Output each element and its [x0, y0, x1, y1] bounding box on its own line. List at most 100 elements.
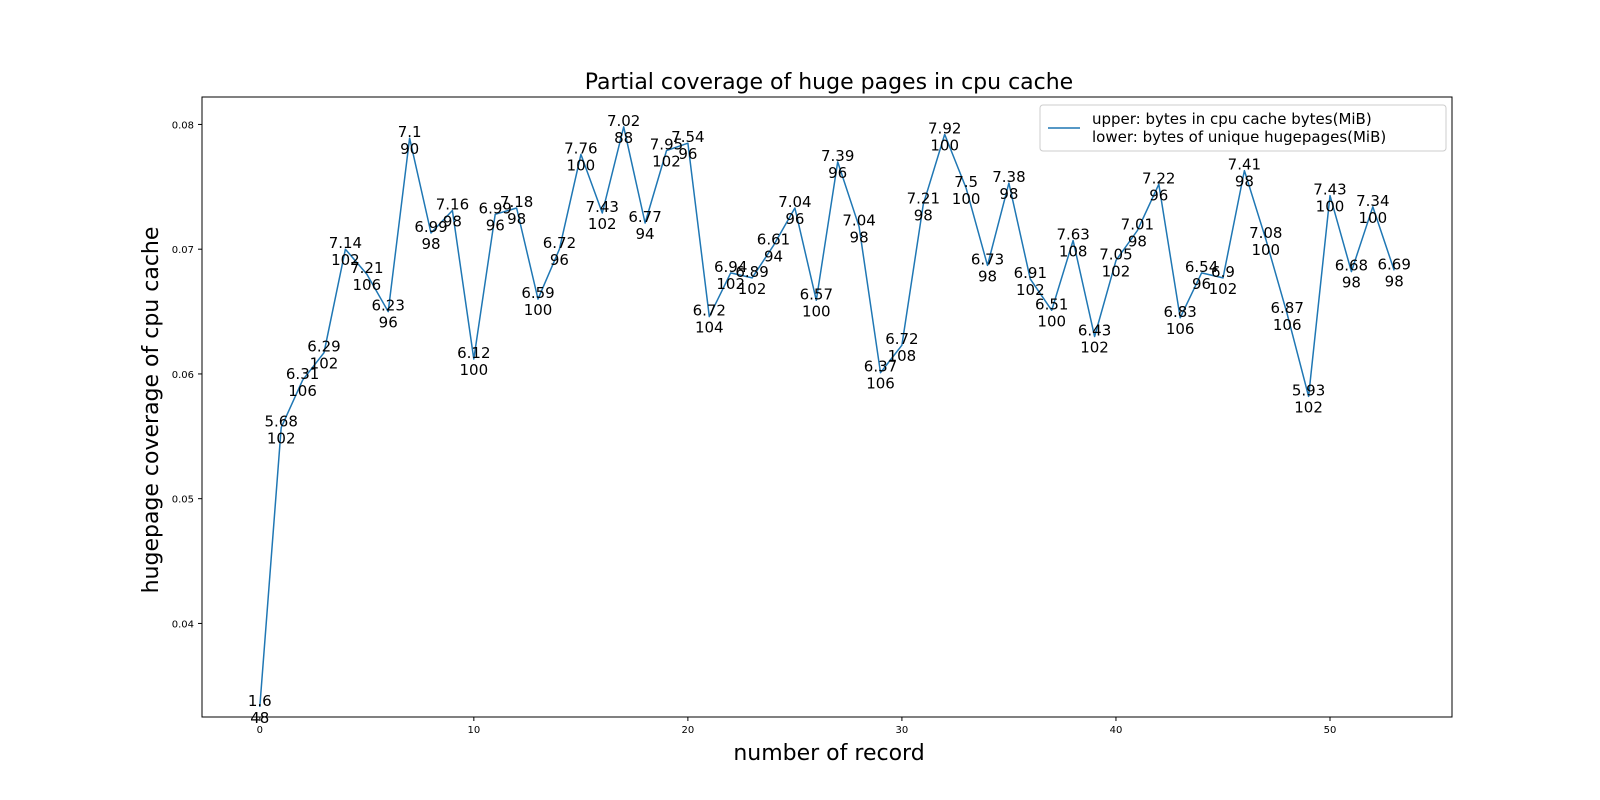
- series-line: [259, 126, 1395, 708]
- data-label-upper: 6.72: [885, 330, 918, 348]
- data-label-lower: 100: [524, 301, 553, 319]
- data-label-lower: 98: [1235, 173, 1254, 191]
- data-label-upper: 7.63: [1056, 225, 1089, 243]
- data-label-lower: 94: [764, 247, 783, 265]
- x-tick-label: 30: [896, 725, 909, 736]
- data-label-lower: 94: [636, 225, 655, 243]
- data-label-lower: 98: [850, 229, 869, 247]
- data-label-upper: 7.18: [500, 193, 533, 211]
- data-label-lower: 96: [550, 251, 569, 269]
- y-tick-label: 0.07: [172, 245, 194, 256]
- data-label-upper: 7.04: [842, 212, 875, 230]
- data-label-upper: 6.91: [1014, 264, 1047, 282]
- data-label-upper: 6.73: [971, 250, 1004, 268]
- data-label-lower: 90: [400, 140, 419, 158]
- data-label-upper: 7.39: [821, 147, 854, 165]
- legend: upper: bytes in cpu cache bytes(MiB) low…: [1039, 104, 1447, 152]
- data-label-lower: 98: [1342, 274, 1361, 292]
- y-tick-label: 0.08: [172, 120, 194, 131]
- data-label-lower: 100: [802, 302, 831, 320]
- y-tick-label: 0.06: [172, 370, 194, 381]
- data-label-lower: 102: [1102, 262, 1131, 280]
- data-label-upper: 6.54: [1185, 258, 1218, 276]
- data-label-upper: 7.16: [436, 196, 469, 214]
- data-label-upper: 7.08: [1249, 224, 1282, 242]
- data-label-upper: 7.54: [671, 128, 704, 146]
- x-tick-label: 40: [1110, 725, 1123, 736]
- data-label-upper: 7.22: [1142, 169, 1175, 187]
- data-label-upper: 6.72: [693, 302, 726, 320]
- data-label-lower: 102: [1209, 280, 1238, 298]
- data-label-lower: 96: [1192, 275, 1211, 293]
- data-label-upper: 6.23: [372, 297, 405, 315]
- data-label-lower: 98: [1128, 232, 1147, 250]
- data-label-upper: 7.01: [1121, 215, 1154, 233]
- data-label-upper: 6.94: [714, 258, 747, 276]
- data-label-lower: 100: [1251, 241, 1280, 259]
- data-label-upper: 7.04: [778, 193, 811, 211]
- data-label-lower: 96: [1149, 186, 1168, 204]
- data-label-lower: 102: [1080, 339, 1109, 357]
- data-label-upper: 6.9: [1211, 263, 1235, 281]
- data-label-lower: 48: [250, 709, 269, 727]
- data-label-lower: 100: [952, 190, 981, 208]
- data-label-lower: 102: [652, 153, 681, 171]
- data-label-lower: 100: [1316, 198, 1345, 216]
- data-label-lower: 98: [507, 210, 526, 228]
- data-label-lower: 98: [1385, 272, 1404, 290]
- data-label-upper: 6.61: [757, 230, 790, 248]
- data-label-lower: 96: [828, 164, 847, 182]
- x-axis-label: number of record: [733, 741, 924, 766]
- data-label-lower: 100: [567, 156, 596, 174]
- legend-box: [1039, 104, 1447, 152]
- data-label-lower: 98: [421, 235, 440, 253]
- data-label-upper: 7.34: [1356, 192, 1389, 210]
- data-label-lower: 106: [352, 276, 381, 294]
- data-label-lower: 102: [310, 355, 339, 373]
- data-label-upper: 6.43: [1078, 322, 1111, 340]
- data-label-lower: 102: [716, 275, 745, 293]
- data-label-upper: 7.92: [928, 119, 961, 137]
- data-label-lower: 98: [999, 185, 1018, 203]
- data-label-upper: 7.41: [1228, 156, 1261, 174]
- data-label-upper: 6.29: [307, 338, 340, 356]
- data-label-upper: 7.43: [586, 198, 619, 216]
- data-label-upper: 7.14: [329, 234, 362, 252]
- chart-title: Partial coverage of huge pages in cpu ca…: [585, 70, 1073, 95]
- data-label-lower: 100: [1037, 312, 1066, 330]
- data-label-lower: 100: [1358, 209, 1387, 227]
- data-label-upper: 6.59: [521, 284, 554, 302]
- data-label-lower: 100: [930, 136, 959, 154]
- y-axis-label: hugepage coverage of cpu cache: [139, 227, 164, 594]
- legend-entry-upper: upper: bytes in cpu cache bytes(MiB): [1092, 110, 1372, 128]
- data-label-lower: 102: [738, 280, 767, 298]
- data-label-lower: 102: [588, 215, 617, 233]
- plot-area: 0 10 20 30 40 50 0.04 0.05 0.06 0.07 0.08 1.648 5.68…: [172, 96, 1453, 736]
- x-tick-label: 10: [467, 725, 480, 736]
- data-label-lower: 98: [914, 206, 933, 224]
- data-label-lower: 102: [267, 430, 296, 448]
- data-label-lower: 106: [866, 375, 895, 393]
- data-label-lower: 88: [614, 129, 633, 147]
- data-label-upper: 1.6: [248, 692, 272, 710]
- data-label-upper: 6.77: [628, 208, 661, 226]
- x-tick-label: 0: [257, 725, 263, 736]
- data-label-lower: 106: [1273, 316, 1302, 334]
- data-label-upper: 7.1: [398, 123, 422, 141]
- data-label-upper: 7.05: [1099, 245, 1132, 263]
- data-label-upper: 7.76: [564, 139, 597, 157]
- data-label-upper: 6.68: [1335, 257, 1368, 275]
- data-label-lower: 108: [1059, 242, 1088, 260]
- data-label-lower: 106: [1166, 320, 1195, 338]
- data-label-upper: 7.02: [607, 112, 640, 130]
- data-label-lower: 102: [331, 251, 360, 269]
- data-label-upper: 6.99: [479, 199, 512, 217]
- data-label-lower: 96: [678, 145, 697, 163]
- data-label-upper: 7.95: [650, 136, 683, 154]
- data-label-upper: 6.69: [1378, 255, 1411, 273]
- y-tick-label: 0.04: [172, 619, 194, 630]
- data-label-lower: 96: [379, 314, 398, 332]
- legend-entry-lower: lower: bytes of unique hugepages(MiB): [1092, 128, 1386, 146]
- y-tick-label: 0.05: [172, 495, 194, 506]
